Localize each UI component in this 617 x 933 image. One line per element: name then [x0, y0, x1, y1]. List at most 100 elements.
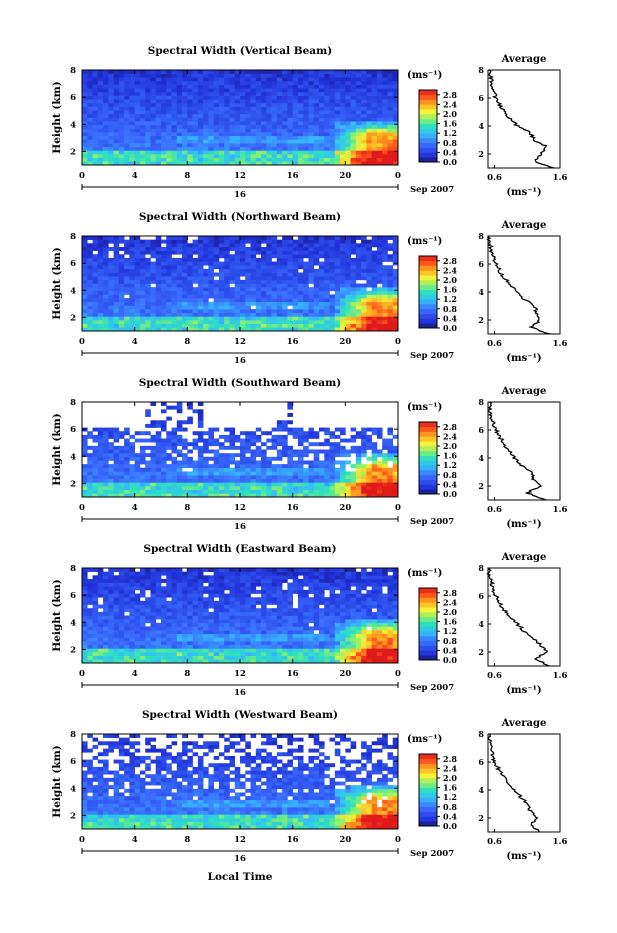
heatmap-cell [114, 81, 120, 85]
heatmap-cell [193, 125, 199, 129]
heatmap-cell [93, 118, 99, 122]
heatmap-cell [224, 128, 230, 132]
heatmap-cell [293, 464, 299, 468]
heatmap-cell [119, 490, 125, 494]
heatmap-cell [272, 99, 278, 103]
heatmap-cell [198, 645, 204, 649]
heatmap-cell [282, 320, 288, 324]
heatmap-cell [340, 291, 346, 295]
colorbar-swatch [419, 451, 437, 456]
heatmap-cell [251, 490, 257, 494]
heatmap-cell [145, 608, 151, 612]
heatmap-cell [287, 482, 293, 486]
heatmap-cell [193, 490, 199, 494]
heatmap-cell [266, 92, 272, 96]
heatmap-cell [282, 468, 288, 472]
heatmap-cell [293, 316, 299, 320]
heatmap-cell [114, 619, 120, 623]
heatmap-cell [266, 460, 272, 464]
heatmap-cell [156, 254, 162, 258]
heatmap-cell [287, 240, 293, 244]
heatmap-cell [303, 302, 309, 306]
heatmap-cell [235, 99, 241, 103]
heatmap-cell [266, 121, 272, 125]
heatmap-cell [198, 320, 204, 324]
heatmap-cell [303, 99, 309, 103]
heatmap-cell [361, 96, 367, 100]
y-axis-label: Height (km) [51, 81, 63, 153]
heatmap-cell [361, 490, 367, 494]
heatmap-cell [319, 305, 325, 309]
heatmap-cell [361, 88, 367, 92]
heatmap-cell [87, 475, 93, 479]
heatmap-cell [193, 656, 199, 660]
heatmap-cell [345, 107, 351, 111]
heatmap-cell [308, 287, 314, 291]
heatmap-cell [124, 309, 130, 313]
heatmap-cell [114, 623, 120, 627]
heatmap-cell [330, 298, 336, 302]
heatmap-cell [219, 92, 225, 96]
heatmap-cell [93, 262, 99, 266]
heatmap-cell [203, 605, 209, 609]
heatmap-cell [266, 110, 272, 114]
heatmap-cell [156, 453, 162, 457]
heatmap-cell [324, 107, 330, 111]
heatmap-cell [324, 439, 330, 443]
heatmap-cell [161, 107, 167, 111]
heatmap-cell [103, 623, 109, 627]
heatmap-cell [124, 572, 130, 576]
heatmap-cell [219, 586, 225, 590]
heatmap-cell [182, 579, 188, 583]
heatmap-cell [330, 269, 336, 273]
heatmap-cell [377, 247, 383, 251]
heatmap-cell [187, 70, 193, 74]
heatmap-cell [103, 446, 109, 450]
heatmap-cell [114, 590, 120, 594]
heatmap-cell [377, 302, 383, 306]
heatmap-cell [150, 324, 156, 328]
heatmap-cell [235, 150, 241, 154]
heatmap-cell [203, 132, 209, 136]
heatmap-cell [87, 597, 93, 601]
heatmap-cell [129, 468, 135, 472]
heatmap-cell [135, 298, 141, 302]
heatmap-cell [150, 118, 156, 122]
heatmap-cell [108, 298, 114, 302]
heatmap-cell [372, 99, 378, 103]
heatmap-cell [161, 453, 167, 457]
heatmap-cell [351, 132, 357, 136]
heatmap-cell [282, 302, 288, 306]
heatmap-cell [161, 568, 167, 572]
heatmap-cell [124, 479, 130, 483]
heatmap-cell [351, 265, 357, 269]
heatmap-cell [382, 154, 388, 158]
heatmap-cell [135, 154, 141, 158]
heatmap-cell [114, 70, 120, 74]
heatmap-cell [282, 284, 288, 288]
heatmap-cell [335, 450, 341, 454]
heatmap-cell [161, 439, 167, 443]
heatmap-cell [219, 583, 225, 587]
heatmap-cell [340, 273, 346, 277]
heatmap-cell [314, 294, 320, 298]
heatmap-cell [266, 475, 272, 479]
heatmap-cell [198, 158, 204, 162]
heatmap-cell [193, 572, 199, 576]
heatmap-cell [187, 579, 193, 583]
heatmap-cell [177, 243, 183, 247]
heatmap-cell [272, 273, 278, 277]
heatmap-cell [277, 136, 283, 140]
heatmap-cell [287, 298, 293, 302]
heatmap-cell [150, 150, 156, 154]
heatmap-cell [166, 258, 172, 262]
heatmap-cell [150, 468, 156, 472]
heatmap-cell [245, 471, 251, 475]
heatmap-cell [256, 291, 262, 295]
heatmap-cell [161, 320, 167, 324]
heatmap-cell [208, 431, 214, 435]
heatmap-cell [177, 276, 183, 280]
heatmap-cell [372, 70, 378, 74]
heatmap-cell [203, 139, 209, 143]
heatmap-cell [135, 132, 141, 136]
